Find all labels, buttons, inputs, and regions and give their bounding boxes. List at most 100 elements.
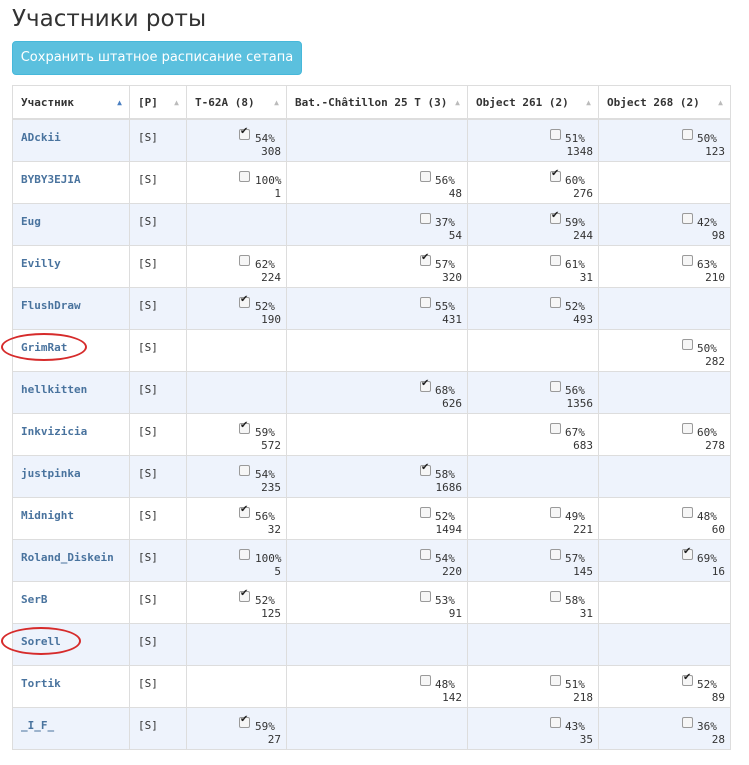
tank-checkbox[interactable] <box>682 716 693 728</box>
tank-cell <box>186 664 287 708</box>
sort-icon[interactable]: ▲ <box>274 98 279 107</box>
win-rate: 59% <box>565 215 585 229</box>
tank-checkbox[interactable] <box>682 254 693 266</box>
role-label: [S] <box>138 382 158 396</box>
member-cell: GrimRat <box>12 328 130 372</box>
tank-cell <box>186 622 287 666</box>
tank-checkbox[interactable] <box>682 422 693 434</box>
tank-cell: 68%626 <box>286 370 468 414</box>
tank-checkbox[interactable] <box>682 546 693 560</box>
battle-count: 31 <box>579 270 593 284</box>
tank-checkbox[interactable] <box>550 380 561 392</box>
column-header-object-268-2[interactable]: Object 268 (2) ▲ <box>598 85 731 120</box>
tank-cell <box>598 622 731 666</box>
member-link[interactable]: Evilly <box>21 256 61 270</box>
tank-checkbox[interactable] <box>420 212 431 224</box>
tank-checkbox[interactable] <box>239 464 250 476</box>
tank-checkbox[interactable] <box>550 422 561 434</box>
tank-checkbox[interactable] <box>550 590 561 602</box>
tank-cell: 48% 60 <box>598 496 731 540</box>
role-label: [S] <box>138 298 158 312</box>
tank-cell: 56% 48 <box>286 160 468 204</box>
member-link[interactable]: _I_F_ <box>21 718 55 732</box>
sort-icon[interactable]: ▲ <box>455 98 460 107</box>
member-link[interactable]: justpinka <box>21 466 81 480</box>
tank-checkbox[interactable] <box>239 588 250 602</box>
tank-checkbox[interactable] <box>420 506 431 518</box>
tank-checkbox[interactable] <box>682 506 693 518</box>
role-cell: [S] <box>129 538 187 582</box>
tank-checkbox[interactable] <box>239 714 250 728</box>
tank-cell: 42% 98 <box>598 202 731 246</box>
sort-icon[interactable]: ▲ <box>174 98 179 107</box>
tank-checkbox[interactable] <box>550 168 561 182</box>
member-link[interactable]: ADckii <box>21 131 61 144</box>
sort-icon[interactable]: ▲ <box>586 98 591 107</box>
win-rate: 48% <box>435 677 455 691</box>
tank-checkbox[interactable] <box>239 170 250 182</box>
win-rate: 52% <box>255 593 275 607</box>
tank-checkbox[interactable] <box>420 378 431 392</box>
win-rate: 52% <box>255 299 275 313</box>
tank-checkbox[interactable] <box>420 252 431 266</box>
tank-checkbox[interactable] <box>550 254 561 266</box>
tank-checkbox[interactable] <box>550 210 561 224</box>
sort-icon[interactable]: ▲ <box>117 98 122 107</box>
tank-cell: 54%308 <box>186 118 287 162</box>
tank-cell: 57%320 <box>286 244 468 288</box>
tank-checkbox[interactable] <box>420 548 431 560</box>
role-cell: [S] <box>129 664 187 708</box>
tank-checkbox[interactable] <box>239 420 250 434</box>
role-label: [S] <box>138 340 158 354</box>
tank-checkbox[interactable] <box>239 254 250 266</box>
tank-checkbox[interactable] <box>682 672 693 686</box>
tank-checkbox[interactable] <box>550 129 561 140</box>
tank-checkbox[interactable] <box>550 716 561 728</box>
member-link[interactable]: GrimRat <box>21 340 68 354</box>
column-header-t-62a-8[interactable]: T-62A (8) ▲ <box>186 85 287 120</box>
tank-checkbox[interactable] <box>420 296 431 308</box>
tank-cell: 56% 1356 <box>467 370 599 414</box>
member-link[interactable]: Tortik <box>21 676 61 690</box>
member-link[interactable]: Eug <box>21 214 41 228</box>
tank-cell <box>467 328 599 372</box>
tank-checkbox[interactable] <box>682 338 693 350</box>
column-header-member[interactable]: Участник ▲ <box>12 85 130 120</box>
member-link[interactable]: Roland_Diskein <box>21 550 114 564</box>
battle-count: 276 <box>573 186 593 200</box>
save-setup-button[interactable]: Сохранить штатное расписание сетапа <box>12 41 302 75</box>
column-header-bat-ch-tillon-25-t-3[interactable]: Bat.-Châtillon 25 T (3) ▲ <box>286 85 468 120</box>
tank-checkbox[interactable] <box>682 212 693 224</box>
column-header-role[interactable]: [P] ▲ <box>129 85 187 120</box>
tank-checkbox[interactable] <box>239 126 250 140</box>
tank-checkbox[interactable] <box>550 506 561 518</box>
tank-checkbox[interactable] <box>239 548 250 560</box>
member-link[interactable]: SerB <box>21 592 48 606</box>
tank-checkbox[interactable] <box>550 548 561 560</box>
member-link[interactable]: Midnight <box>21 508 74 522</box>
member-link[interactable]: Sorell <box>21 634 61 648</box>
table-row: BYBY3EJIA[S]100%156%4860%276 <box>12 160 731 204</box>
battle-count: 32 <box>267 522 281 536</box>
tank-checkbox[interactable] <box>420 170 431 182</box>
tank-cell: 57% 145 <box>467 538 599 582</box>
tank-checkbox[interactable] <box>682 129 693 140</box>
win-rate: 67% <box>565 425 585 439</box>
battle-count: 1356 <box>566 396 594 410</box>
tank-checkbox[interactable] <box>420 674 431 686</box>
tank-checkbox[interactable] <box>239 294 250 308</box>
member-link[interactable]: Inkvizicia <box>21 424 88 438</box>
tank-cell: 49% 221 <box>467 496 599 540</box>
column-header-object-261-2[interactable]: Object 261 (2) ▲ <box>467 85 599 120</box>
tank-checkbox[interactable] <box>550 674 561 686</box>
sort-icon[interactable]: ▲ <box>718 98 723 107</box>
member-link[interactable]: hellkitten <box>21 382 88 396</box>
member-link[interactable]: FlushDraw <box>21 298 81 312</box>
member-link[interactable]: BYBY3EJIA <box>21 172 81 186</box>
tank-checkbox[interactable] <box>420 590 431 602</box>
tank-checkbox[interactable] <box>550 296 561 308</box>
tank-checkbox[interactable] <box>420 462 431 476</box>
tank-checkbox[interactable] <box>239 504 250 518</box>
